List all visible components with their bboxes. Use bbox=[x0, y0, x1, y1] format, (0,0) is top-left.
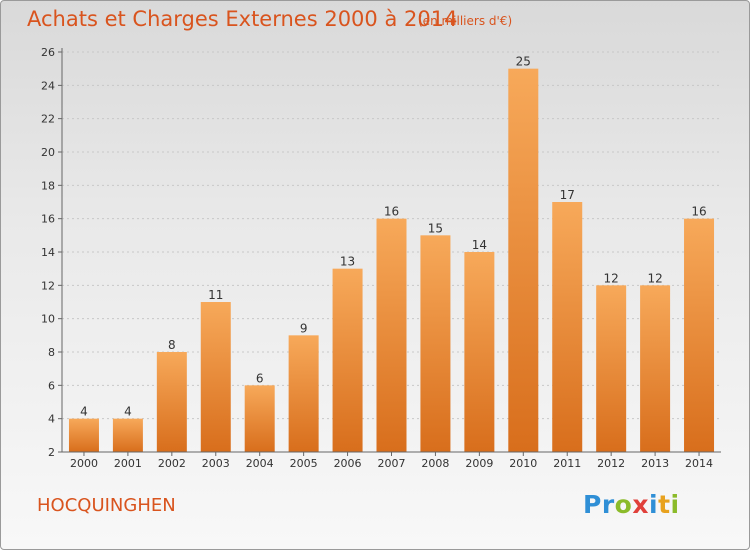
logo-letter: P bbox=[583, 490, 602, 519]
bar-2003 bbox=[200, 302, 231, 452]
y-tick-label: 22 bbox=[41, 113, 55, 126]
x-tick-label: 2005 bbox=[290, 457, 318, 470]
x-tick-label: 2004 bbox=[246, 457, 274, 470]
y-tick-label: 2 bbox=[48, 446, 55, 459]
data-label: 4 bbox=[124, 405, 132, 419]
logo-letter: i bbox=[670, 490, 680, 519]
data-label: 17 bbox=[560, 188, 575, 202]
y-tick-label: 24 bbox=[41, 79, 55, 92]
data-label: 25 bbox=[516, 55, 531, 69]
bar-2009 bbox=[464, 252, 495, 452]
bar-2012 bbox=[596, 285, 627, 452]
x-tick-label: 2006 bbox=[334, 457, 362, 470]
x-tick-label: 2014 bbox=[685, 457, 713, 470]
y-tick-label: 14 bbox=[41, 246, 55, 259]
bar-2002 bbox=[156, 352, 187, 452]
logo-letter: t bbox=[658, 490, 671, 519]
x-tick-label: 2000 bbox=[70, 457, 98, 470]
data-label: 16 bbox=[691, 205, 706, 219]
data-label: 12 bbox=[604, 271, 619, 285]
x-tick-label: 2012 bbox=[597, 457, 625, 470]
bar-2005 bbox=[288, 335, 319, 452]
y-tick-label: 20 bbox=[41, 146, 55, 159]
data-label: 16 bbox=[384, 205, 399, 219]
x-tick-label: 2007 bbox=[378, 457, 406, 470]
logo-letter: i bbox=[649, 490, 659, 519]
x-tick-label: 2001 bbox=[114, 457, 142, 470]
bar-2004 bbox=[244, 385, 275, 452]
y-tick-label: 4 bbox=[48, 413, 55, 426]
data-label: 11 bbox=[208, 288, 223, 302]
x-tick-label: 2013 bbox=[641, 457, 669, 470]
bar-2000 bbox=[68, 418, 99, 452]
bar-2007 bbox=[376, 218, 407, 452]
x-tick-label: 2003 bbox=[202, 457, 230, 470]
x-tick-label: 2002 bbox=[158, 457, 186, 470]
bar-2001 bbox=[112, 418, 143, 452]
bar-2010 bbox=[508, 68, 539, 453]
y-tick-label: 6 bbox=[48, 379, 55, 392]
y-tick-label: 26 bbox=[41, 46, 55, 59]
labels: 2468101214161820222426200042001420028200… bbox=[41, 46, 713, 470]
x-tick-label: 2008 bbox=[421, 457, 449, 470]
bars bbox=[68, 68, 715, 453]
bar-2011 bbox=[552, 202, 583, 452]
y-tick-label: 12 bbox=[41, 279, 55, 292]
logo-letter: r bbox=[601, 490, 615, 519]
y-tick-label: 10 bbox=[41, 313, 55, 326]
proxiti-logo: Proxiti bbox=[583, 490, 680, 519]
y-tick-label: 8 bbox=[48, 346, 55, 359]
data-label: 13 bbox=[340, 255, 355, 269]
x-tick-label: 2010 bbox=[509, 457, 537, 470]
commune-name: HOCQUINGHEN bbox=[37, 495, 176, 516]
data-label: 4 bbox=[80, 405, 88, 419]
axes bbox=[58, 48, 721, 456]
data-label: 6 bbox=[256, 371, 264, 385]
y-tick-label: 16 bbox=[41, 213, 55, 226]
bar-2008 bbox=[420, 235, 451, 452]
logo-letter: o bbox=[614, 490, 633, 519]
data-label: 8 bbox=[168, 338, 176, 352]
data-label: 12 bbox=[647, 271, 662, 285]
data-label: 15 bbox=[428, 221, 443, 235]
chart-title: Achats et Charges Externes 2000 à 2014 bbox=[27, 7, 458, 31]
x-tick-label: 2009 bbox=[465, 457, 493, 470]
bar-2014 bbox=[684, 218, 715, 452]
y-tick-label: 18 bbox=[41, 179, 55, 192]
data-label: 14 bbox=[472, 238, 487, 252]
logo-letter: x bbox=[632, 490, 649, 519]
chart-subtitle: (en milliers d'€) bbox=[418, 14, 513, 28]
data-label: 9 bbox=[300, 321, 308, 335]
x-tick-label: 2011 bbox=[553, 457, 581, 470]
bar-2006 bbox=[332, 268, 363, 452]
bar-2013 bbox=[640, 285, 671, 452]
